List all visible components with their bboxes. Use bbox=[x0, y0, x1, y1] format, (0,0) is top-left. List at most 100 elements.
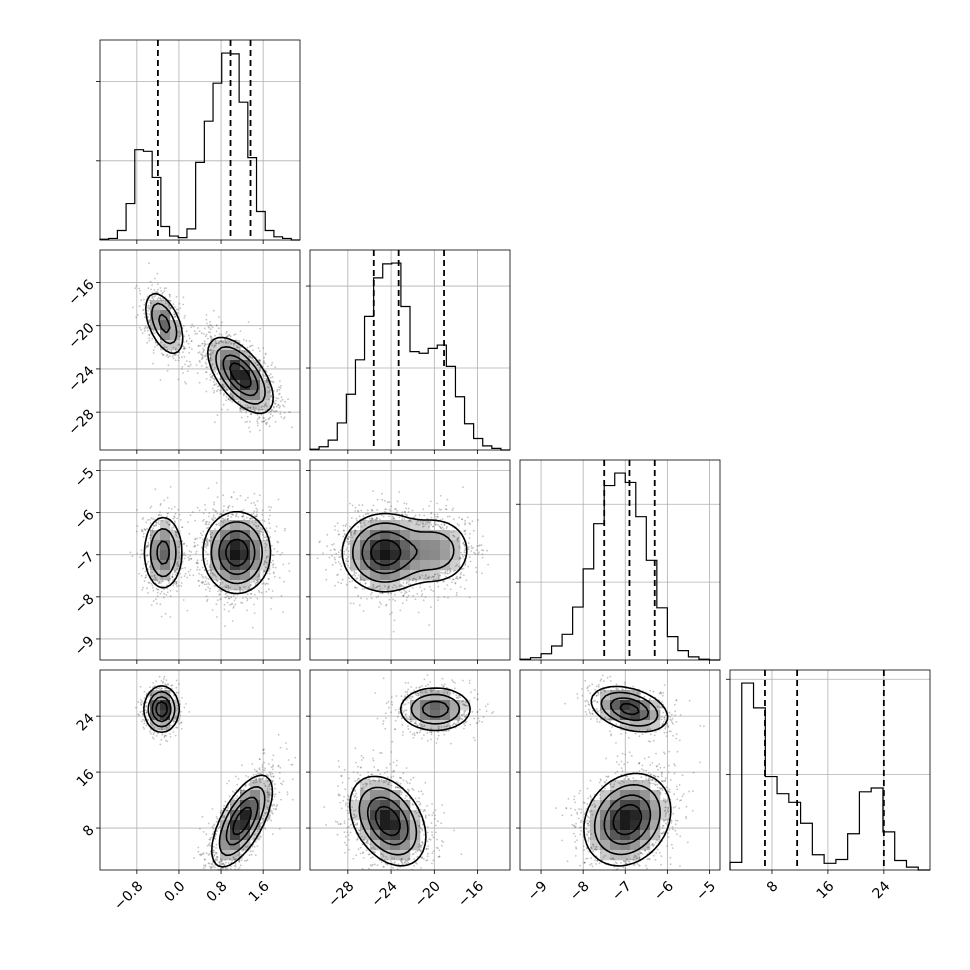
scatter-point bbox=[422, 842, 424, 845]
scatter-point bbox=[151, 284, 154, 286]
scatter-point bbox=[235, 789, 238, 792]
scatter-point bbox=[225, 342, 227, 344]
contour-level-3 bbox=[225, 538, 249, 567]
scatter-point bbox=[174, 734, 177, 737]
scatter-point bbox=[252, 774, 255, 776]
scatter-point bbox=[442, 841, 445, 843]
scatter-point bbox=[173, 515, 176, 518]
density-cell bbox=[230, 520, 241, 531]
density-cell bbox=[230, 850, 241, 861]
scatter-point bbox=[343, 529, 345, 532]
scatter-point bbox=[259, 367, 261, 369]
scatter-point bbox=[459, 696, 461, 699]
scatter-point bbox=[476, 710, 479, 713]
scatter-point bbox=[145, 521, 148, 524]
scatter-point bbox=[202, 349, 205, 352]
scatter-point bbox=[246, 599, 249, 602]
scatter-point bbox=[182, 341, 185, 344]
scatter-point bbox=[214, 383, 216, 386]
scatter-point bbox=[216, 856, 219, 858]
scatter-point bbox=[228, 340, 231, 343]
scatter-point bbox=[435, 742, 438, 744]
scatter-point bbox=[399, 858, 402, 861]
scatter-point bbox=[478, 708, 481, 711]
scatter-point bbox=[401, 862, 404, 864]
scatter-point bbox=[681, 795, 684, 798]
scatter-point bbox=[263, 377, 266, 380]
scatter-point bbox=[407, 688, 410, 691]
scatter-point bbox=[585, 808, 588, 810]
scatter-point bbox=[661, 787, 663, 790]
scatter-point bbox=[360, 787, 363, 790]
scatter-point bbox=[215, 324, 218, 327]
scatter-point bbox=[247, 355, 250, 358]
scatter-point bbox=[278, 576, 281, 579]
scatter-point bbox=[152, 600, 155, 602]
scatter-point bbox=[258, 780, 261, 783]
scatter-point bbox=[586, 847, 588, 850]
scatter-point bbox=[146, 527, 148, 530]
scatter-point bbox=[143, 303, 146, 306]
scatter-point bbox=[246, 420, 249, 423]
scatter-point bbox=[164, 734, 167, 737]
scatter-point bbox=[638, 735, 641, 738]
scatter-point bbox=[148, 333, 151, 336]
scatter-point bbox=[233, 791, 236, 794]
scatter-point bbox=[351, 806, 353, 809]
scatter-point bbox=[415, 522, 418, 524]
scatter-point bbox=[587, 822, 590, 825]
scatter-point bbox=[256, 413, 259, 416]
density-cell bbox=[370, 800, 381, 811]
scatter-point bbox=[420, 790, 423, 793]
scatter-point bbox=[177, 691, 180, 694]
scatter-point bbox=[211, 343, 213, 345]
scatter-point bbox=[594, 688, 597, 691]
scatter-point bbox=[163, 290, 166, 292]
scatter-point bbox=[265, 590, 268, 593]
scatter-point bbox=[414, 693, 417, 696]
scatter-point bbox=[347, 812, 349, 815]
scatter-point bbox=[372, 587, 375, 590]
scatter-point bbox=[458, 516, 461, 519]
scatter-point bbox=[592, 844, 595, 846]
scatter-point bbox=[267, 796, 269, 799]
scatter-point bbox=[270, 766, 273, 768]
scatter-point bbox=[154, 295, 157, 297]
scatter-point bbox=[375, 596, 378, 599]
scatter-point bbox=[175, 531, 177, 533]
scatter-point bbox=[149, 721, 152, 724]
scatter-point bbox=[395, 786, 397, 789]
scatter-point bbox=[663, 751, 665, 754]
scatter-point bbox=[240, 601, 243, 604]
scatter-point bbox=[599, 679, 602, 682]
scatter-point bbox=[400, 858, 403, 860]
scatter-point bbox=[174, 306, 177, 308]
scatter-point bbox=[209, 865, 211, 868]
scatter-point bbox=[476, 698, 479, 701]
scatter-point bbox=[155, 587, 158, 590]
scatter-point bbox=[208, 853, 211, 855]
scatter-point bbox=[401, 858, 403, 860]
scatter-point bbox=[173, 311, 175, 314]
scatter-point bbox=[256, 845, 259, 847]
density-cell bbox=[240, 790, 251, 801]
scatter-point bbox=[211, 359, 213, 361]
scatter-point bbox=[269, 416, 272, 419]
scatter-point bbox=[172, 346, 175, 349]
scatter-point bbox=[666, 722, 668, 725]
scatter-point bbox=[338, 765, 341, 768]
scatter-point bbox=[418, 523, 421, 526]
scatter-point bbox=[147, 326, 149, 329]
contour-level-3 bbox=[374, 805, 401, 837]
scatter-point bbox=[220, 334, 223, 336]
scatter-point bbox=[672, 722, 674, 725]
scatter-point bbox=[434, 573, 436, 576]
contour-level-0 bbox=[583, 685, 672, 867]
scatter-point bbox=[237, 401, 240, 403]
density-cell bbox=[380, 820, 391, 831]
density-cell bbox=[650, 830, 661, 841]
scatter-point bbox=[480, 544, 483, 546]
scatter-point bbox=[430, 512, 432, 515]
scatter-point bbox=[339, 822, 342, 825]
scatter-point bbox=[206, 598, 209, 601]
